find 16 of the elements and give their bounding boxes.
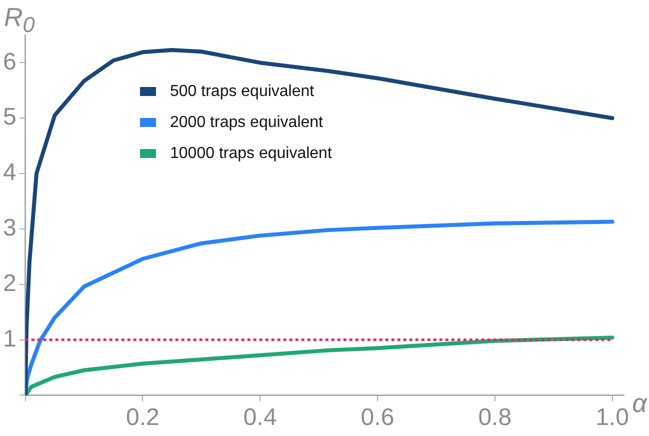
y-tick-label: 2 — [2, 270, 16, 297]
y-tick-label: 5 — [2, 104, 16, 131]
legend-label: 500 traps equivalent — [170, 82, 314, 100]
x-tick-label: 0.2 — [126, 404, 160, 432]
y-axis-title: R$_{0}$ — [4, 2, 35, 38]
y-tick-label: 3 — [2, 214, 16, 242]
y-tick-label: 6 — [2, 48, 16, 76]
y-tick-label: 1 — [2, 325, 16, 352]
y-tick-label: 4 — [2, 159, 16, 186]
x-axis-title: α — [632, 388, 647, 419]
x-tick-label: 0.8 — [478, 404, 512, 432]
legend-label: 10000 traps equivalent — [170, 144, 332, 162]
x-tick-label: 0.4 — [243, 404, 277, 432]
x-tick-label: 1.0 — [596, 404, 629, 432]
legend-label: 2000 traps equivalent — [170, 114, 323, 132]
x-tick-label: 0.6 — [360, 404, 394, 432]
